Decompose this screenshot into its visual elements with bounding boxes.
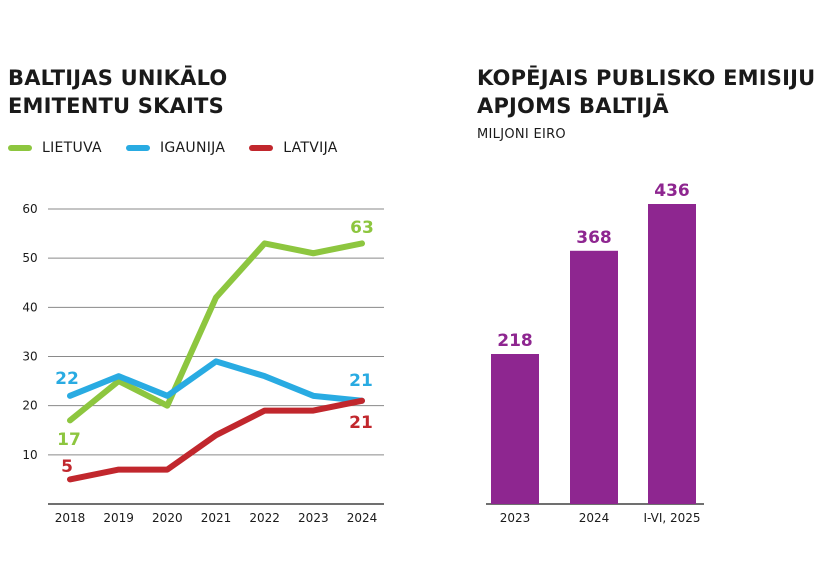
line-chart-legend: LIETUVA IGAUNIJA LATVIJA (8, 140, 338, 156)
legend-label-latvija: LATVIJA (283, 140, 338, 156)
data-label-lietuva-end: 63 (350, 218, 374, 238)
x-tick-label: 2020 (152, 511, 183, 525)
data-label-igaunija-end: 21 (349, 371, 373, 391)
bar-chart-subtitle: MILJONI EIRO (477, 127, 566, 142)
legend-item-latvija: LATVIJA (249, 140, 337, 156)
bar-value-label: 218 (497, 331, 533, 351)
bar-chart-title: KOPĒJAIS PUBLISKO EMISIJU APJOMS BALTIJĀ (477, 64, 815, 120)
bar-value-label: 436 (654, 181, 690, 201)
y-tick-label: 60 (22, 202, 37, 216)
bar-2024 (570, 250, 618, 504)
x-tick-label: 2024 (347, 511, 378, 525)
x-tick-label: 2019 (103, 511, 134, 525)
legend-label-igaunija: IGAUNIJA (159, 140, 226, 156)
bar-I-VI, 2025 (648, 204, 696, 504)
legend-item-lietuva: LIETUVA (8, 140, 102, 156)
legend-label-lietuva: LIETUVA (42, 140, 102, 156)
bar-2023 (491, 354, 539, 504)
series-line-latvija (67, 397, 365, 483)
x-tick-label: 2018 (55, 511, 86, 525)
y-tick-label: 40 (22, 300, 37, 314)
legend-swatch-lietuva (8, 145, 32, 151)
legend-item-igaunija: IGAUNIJA (125, 140, 226, 156)
bar-category-label: I-VI, 2025 (643, 511, 700, 525)
x-tick-label: 2021 (201, 511, 232, 525)
bar-chart-title-line2: APJOMS BALTIJĀ (477, 94, 669, 118)
bar-category-label: 2024 (579, 511, 610, 525)
line-chart-title: BALTIJAS UNIKĀLO EMITENTU SKAITS (8, 64, 227, 120)
data-label-latvija-end: 21 (349, 413, 373, 433)
x-tick-label: 2023 (298, 511, 329, 525)
y-tick-label: 30 (22, 350, 37, 364)
bar-value-label: 368 (576, 228, 612, 248)
line-chart-title-line2: EMITENTU SKAITS (8, 94, 224, 118)
legend-swatch-igaunija (125, 145, 150, 151)
data-label-latvija-start: 5 (61, 457, 73, 477)
y-tick-label: 20 (22, 399, 37, 413)
bar-chart-title-line1: KOPĒJAIS PUBLISKO EMISIJU (477, 66, 816, 90)
y-tick-label: 50 (22, 251, 37, 265)
series-line-lietuva (67, 240, 365, 424)
series-line-igaunija (67, 358, 365, 404)
data-label-igaunija-start: 22 (55, 369, 79, 389)
y-tick-label: 10 (22, 448, 37, 462)
line-chart: 10 20 30 40 50 60 2018 2019 2020 2021 2022 2023 2024… (22, 202, 384, 525)
data-label-lietuva-start: 17 (57, 430, 81, 450)
line-chart-title-line1: BALTIJAS UNIKĀLO (8, 66, 228, 90)
bar-category-label: 2023 (500, 511, 531, 525)
bar-chart: 218 2023 368 2024 436 I-VI, 2025 (486, 181, 704, 525)
x-tick-label: 2022 (249, 511, 280, 525)
legend-swatch-latvija (249, 145, 274, 151)
